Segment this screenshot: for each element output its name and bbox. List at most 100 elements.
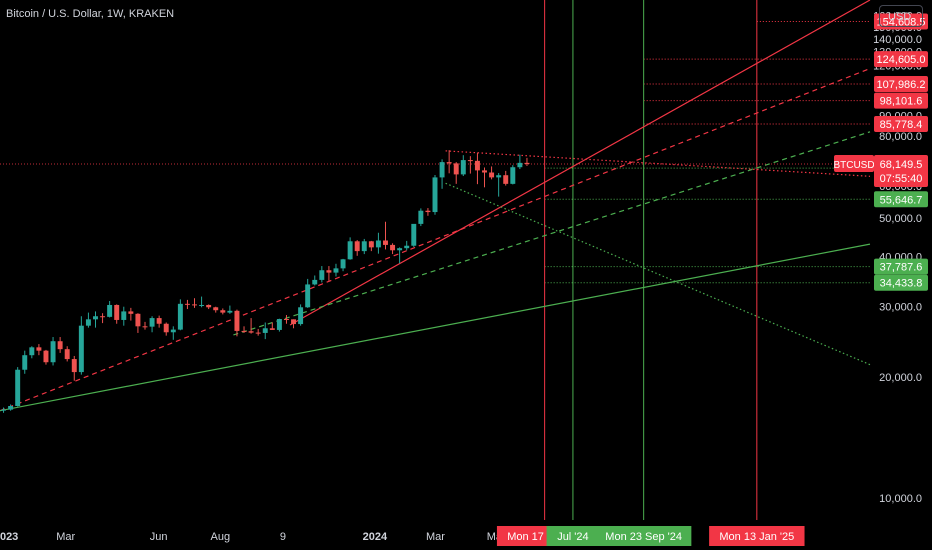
candle	[100, 313, 106, 324]
price-label: 98,101.6	[874, 92, 928, 109]
candle-body	[361, 241, 367, 252]
candle-body	[71, 359, 77, 373]
candle-body	[383, 240, 388, 245]
price-label-box	[874, 116, 928, 133]
candle-body	[460, 160, 466, 175]
candle	[121, 306, 127, 326]
candle	[404, 240, 410, 251]
candle	[78, 316, 84, 375]
y-tick-label: 10,000.0	[879, 493, 922, 505]
candle-body	[503, 175, 509, 184]
candle-body	[298, 307, 304, 325]
last-price-box	[874, 155, 928, 188]
candle-body	[524, 162, 530, 165]
price-label-box	[874, 51, 928, 68]
trend-line	[445, 182, 871, 366]
candle	[206, 304, 212, 310]
candle-body	[269, 328, 275, 330]
candle-body	[184, 303, 190, 305]
candle-body	[206, 304, 212, 308]
chart-title: Bitcoin / U.S. Dollar, 1W, KRAKEN	[6, 8, 175, 20]
price-label: 34,433.8	[874, 274, 928, 291]
candle	[291, 319, 297, 329]
candle-body	[439, 162, 445, 178]
candle	[333, 263, 339, 277]
x-tick-label: Jun	[150, 531, 168, 543]
y-tick-label: 30,000.0	[879, 302, 922, 314]
candle	[298, 304, 304, 326]
y-tick-label: 50,000.0	[879, 213, 922, 225]
candle	[305, 278, 311, 308]
candle	[234, 309, 240, 337]
candle	[57, 337, 63, 353]
price-label: 85,778.4	[874, 116, 928, 133]
candle-body	[510, 167, 516, 184]
price-label: 55,646.7	[874, 191, 928, 208]
candle-body	[57, 341, 63, 350]
candle-body	[78, 325, 84, 373]
candle-body	[397, 248, 403, 251]
candle-body	[227, 310, 233, 313]
candle	[184, 299, 190, 310]
date-label-box	[546, 526, 600, 546]
candle	[1, 407, 7, 413]
price-label: 107,986.2	[874, 75, 928, 92]
x-tick-label: Mar	[426, 531, 445, 543]
ticker-label-box	[834, 155, 874, 173]
x-tick-label: Aug	[210, 531, 230, 543]
candle	[510, 165, 516, 185]
candle-body	[22, 355, 28, 370]
candle	[368, 240, 374, 252]
candle-body	[368, 241, 374, 248]
candle	[524, 157, 530, 166]
candle-body	[199, 304, 205, 306]
candle-body	[305, 284, 311, 308]
candle-body	[50, 341, 56, 363]
price-label-box	[874, 75, 928, 92]
candle-body	[283, 319, 289, 321]
candle-body	[8, 405, 14, 410]
candle	[319, 266, 325, 283]
price-label-text: 154,608.5	[877, 17, 926, 29]
level-lines	[0, 21, 870, 284]
candle-body	[347, 241, 353, 260]
candle	[262, 322, 268, 340]
candle-body	[64, 349, 70, 360]
last-price: BTCUSD 68,149.5 07:55:40	[833, 155, 928, 188]
candle	[496, 173, 502, 197]
candle	[397, 247, 403, 264]
candle-body	[241, 330, 247, 332]
candle	[135, 313, 141, 333]
x-tick-label: 2023	[0, 531, 18, 543]
candle	[29, 346, 35, 359]
candle	[170, 326, 176, 340]
candle-body	[36, 347, 42, 351]
candle	[255, 328, 261, 336]
candle	[8, 404, 14, 411]
candle-body	[390, 244, 396, 251]
currency-button[interactable]: USD	[879, 5, 923, 27]
candle	[227, 305, 233, 314]
date-label-text: Jul '24	[557, 531, 588, 543]
candle	[418, 208, 424, 227]
candle	[340, 258, 346, 272]
candle-body	[149, 318, 155, 327]
candle-body	[255, 332, 261, 334]
candle-body	[100, 316, 106, 318]
candle-body	[319, 270, 325, 280]
candle-body	[411, 223, 417, 246]
candle	[411, 223, 417, 247]
x-tick-label: 2024	[363, 531, 388, 543]
candle	[156, 315, 162, 328]
price-label-text: 98,101.6	[880, 96, 923, 108]
candle	[142, 321, 148, 330]
candle-body	[418, 210, 424, 224]
trend-line	[289, 0, 871, 326]
candle	[474, 152, 480, 185]
trend-line	[0, 243, 871, 412]
candle	[241, 326, 247, 333]
candle-body	[333, 268, 339, 273]
candle-body	[85, 319, 91, 326]
